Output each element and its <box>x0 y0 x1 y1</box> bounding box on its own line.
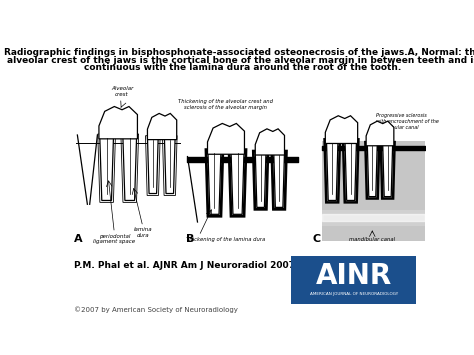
Text: Radiographic findings in bisphosphonate-associated osteonecrosis of the jaws.A, : Radiographic findings in bisphosphonate-… <box>4 48 474 57</box>
Polygon shape <box>147 136 158 193</box>
Polygon shape <box>255 129 284 155</box>
Text: continuous with the lamina dura around the root of the tooth.: continuous with the lamina dura around t… <box>84 64 401 72</box>
Text: alveolar crest of the jaws is the cortical bone of the alveolar margin in betwee: alveolar crest of the jaws is the cortic… <box>7 56 474 65</box>
Polygon shape <box>366 121 394 146</box>
Bar <box>322 211 425 226</box>
FancyBboxPatch shape <box>292 256 416 304</box>
Polygon shape <box>273 151 284 207</box>
Text: periodontal
ligament space: periodontal ligament space <box>93 234 136 244</box>
Bar <box>322 141 425 241</box>
Polygon shape <box>345 139 356 201</box>
Polygon shape <box>164 136 175 193</box>
Polygon shape <box>208 124 245 154</box>
Text: Thickening of the lamina dura: Thickening of the lamina dura <box>186 237 265 242</box>
Polygon shape <box>231 149 244 214</box>
Polygon shape <box>327 139 338 201</box>
Text: AMERICAN JOURNAL OF NEURORADIOLOGY: AMERICAN JOURNAL OF NEURORADIOLOGY <box>310 292 398 296</box>
Text: Progressive sclerosis
with encroachment of the
mandibular canal: Progressive sclerosis with encroachment … <box>376 114 439 130</box>
Text: ©2007 by American Society of Neuroradiology: ©2007 by American Society of Neuroradiol… <box>74 307 238 313</box>
Polygon shape <box>383 142 392 197</box>
Text: B: B <box>186 234 194 244</box>
Polygon shape <box>208 149 221 214</box>
Polygon shape <box>99 106 137 139</box>
Polygon shape <box>100 134 114 201</box>
Polygon shape <box>123 134 137 201</box>
Text: A: A <box>74 234 83 244</box>
Text: P.M. Phal et al. AJNR Am J Neuroradiol 2007;28:1139-1145: P.M. Phal et al. AJNR Am J Neuroradiol 2… <box>74 261 369 270</box>
Text: Alveolar
crest: Alveolar crest <box>111 87 133 97</box>
Polygon shape <box>147 114 177 140</box>
Text: AINR: AINR <box>316 262 392 290</box>
Text: mandibular canal: mandibular canal <box>349 237 395 242</box>
Polygon shape <box>325 116 358 143</box>
Text: Thickening of the alveolar crest and
sclerosis of the alveolar margin: Thickening of the alveolar crest and scl… <box>179 99 273 110</box>
Polygon shape <box>255 151 266 207</box>
Polygon shape <box>367 142 377 197</box>
Text: lamina
dura: lamina dura <box>134 228 152 238</box>
Text: C: C <box>313 234 321 244</box>
